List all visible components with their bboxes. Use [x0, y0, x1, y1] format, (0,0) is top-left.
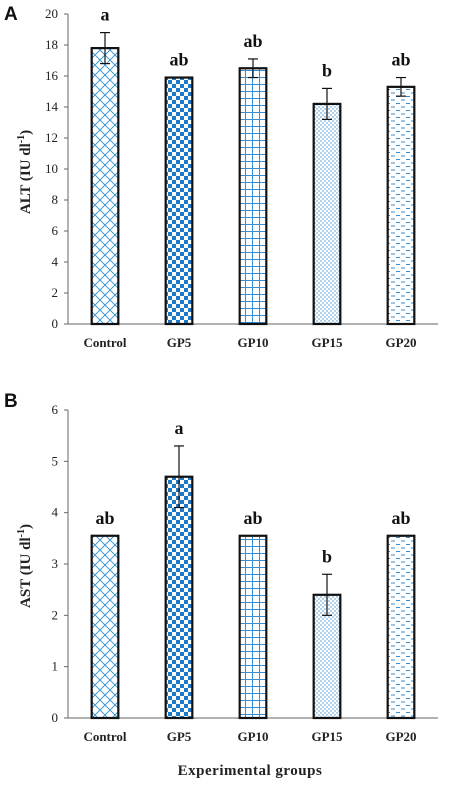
y-tick-label: 1: [52, 659, 59, 674]
x-tick-label: GP10: [237, 335, 268, 350]
significance-label: a: [101, 5, 110, 25]
bar: [238, 67, 268, 326]
y-tick-label: 6: [52, 402, 59, 417]
y-tick-label: 2: [52, 607, 59, 622]
x-tick-label: GP15: [311, 335, 343, 350]
y-tick-label: 4: [52, 254, 59, 269]
x-tick-label: GP20: [385, 335, 416, 350]
y-axis-label-b-close: ): [18, 524, 34, 529]
y-axis-label-b: AST (IU dl-1): [16, 524, 34, 608]
panel-letter-b: B: [4, 391, 18, 412]
y-axis-label-a-close: ): [18, 130, 34, 135]
y-tick-label: 16: [45, 68, 59, 83]
y-tick-label: 0: [52, 316, 59, 331]
y-tick-label: 3: [52, 556, 59, 571]
significance-label: a: [175, 418, 184, 438]
bar: [90, 46, 120, 326]
x-tick-label: GP10: [237, 729, 268, 744]
y-tick-label: 0: [52, 710, 59, 725]
y-tick-label: 14: [45, 99, 59, 114]
x-tick-label: GP15: [311, 729, 343, 744]
bar: [386, 534, 416, 720]
panel-letter-a: A: [4, 4, 18, 25]
x-tick-label: GP5: [167, 729, 192, 744]
significance-label: ab: [243, 508, 262, 528]
y-tick-label: 18: [45, 37, 58, 52]
y-axis-label-b-text: AST (IU dl: [18, 537, 34, 608]
y-axis-label-a-sup: -1: [16, 135, 27, 143]
bar: [386, 85, 416, 326]
bar: [164, 475, 194, 720]
bar: [312, 102, 342, 326]
y-axis-label-a: ALT (IU dl-1): [16, 130, 34, 214]
plot-area-a: 0 2 4 6 8 10 12 14 16 18 20 a Control ab GP5 ab GP10 b GP1…: [45, 5, 438, 350]
plot-area-b: 0 1 2 3 4 5 6 ab Control a GP5 ab GP10 b GP15 ab GP20: [52, 402, 438, 744]
y-tick-label: 2: [52, 285, 59, 300]
y-tick-label: 10: [45, 161, 58, 176]
y-tick-label: 12: [45, 130, 58, 145]
significance-label: b: [322, 546, 332, 566]
chart-panel-b: B AST (IU dl-1) 0 1 2 3 4 5 6 ab Control a GP5 ab GP…: [4, 391, 438, 779]
chart-panel-a: A ALT (IU dl-1) 0 2 4 6 8 10 12 14 16 18 20 a Contro…: [4, 4, 438, 350]
y-tick-label: 6: [52, 223, 59, 238]
significance-label: ab: [169, 50, 188, 70]
significance-label: b: [322, 60, 332, 80]
bar: [90, 534, 120, 720]
significance-label: ab: [391, 50, 410, 70]
y-axis-label-b-sup: -1: [16, 529, 27, 537]
x-tick-label: Control: [83, 729, 126, 744]
y-tick-label: 8: [52, 192, 59, 207]
significance-label: ab: [95, 508, 114, 528]
y-tick-label: 20: [45, 6, 58, 21]
x-tick-label: GP20: [385, 729, 416, 744]
bar: [238, 534, 268, 720]
bar: [164, 76, 194, 326]
x-tick-label: GP5: [167, 335, 192, 350]
y-axis-label-a-text: ALT (IU dl: [18, 143, 34, 214]
significance-label: ab: [391, 508, 410, 528]
y-tick-label: 4: [52, 505, 59, 520]
x-axis-label-b: Experimental groups: [178, 763, 323, 779]
y-tick-label: 5: [52, 453, 59, 468]
x-tick-label: Control: [83, 335, 126, 350]
significance-label: ab: [243, 31, 262, 51]
